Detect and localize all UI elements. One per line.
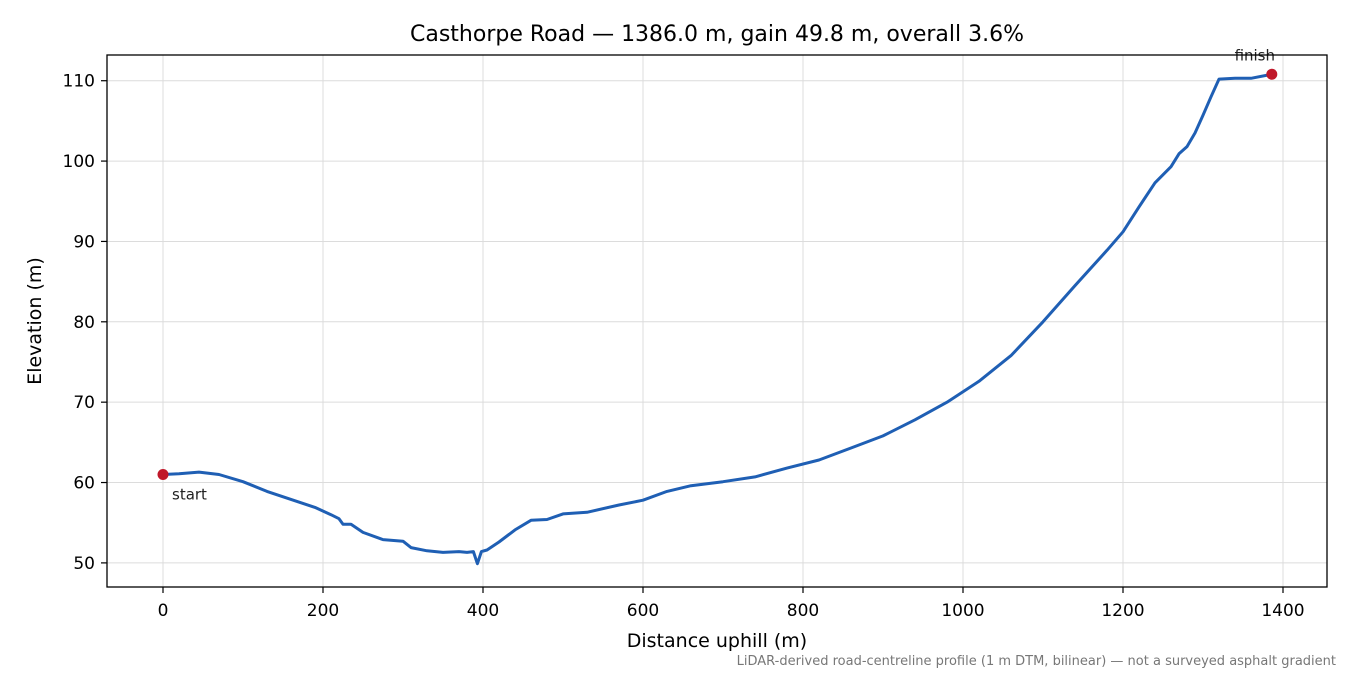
y-tick-label: 50 <box>73 554 95 574</box>
x-tick-label: 1000 <box>941 601 984 621</box>
footnote: LiDAR-derived road-centreline profile (1… <box>737 654 1336 669</box>
chart-title: Casthorpe Road — 1386.0 m, gain 49.8 m, … <box>410 22 1024 47</box>
axis-ticks: 0 200 400 600 800 1000 1200 1400 50 60 70 80 90 100 11… <box>63 72 1305 621</box>
y-tick-label: 100 <box>63 152 95 172</box>
x-axis-label: Distance uphill (m) <box>627 630 807 652</box>
x-tick-label: 800 <box>787 601 819 621</box>
elevation-line <box>161 72 1274 566</box>
x-tick-label: 600 <box>627 601 659 621</box>
x-tick-label: 1200 <box>1101 601 1144 621</box>
y-tick-label: 90 <box>73 232 95 252</box>
x-tick-label: 200 <box>307 601 339 621</box>
y-axis-label: Elevation (m) <box>24 257 46 385</box>
y-tick-label: 80 <box>73 313 95 333</box>
plot-frame <box>106 54 1328 588</box>
start-label: start <box>172 485 207 503</box>
y-tick-label: 70 <box>73 393 95 413</box>
y-tick-label: 110 <box>63 72 95 92</box>
y-tick-label: 60 <box>73 474 95 494</box>
start-marker <box>157 468 169 480</box>
x-tick-label: 0 <box>158 601 169 621</box>
x-tick-label: 1400 <box>1261 601 1304 621</box>
x-tick-label: 400 <box>467 601 499 621</box>
finish-marker <box>1266 68 1278 80</box>
grid-lines <box>107 55 1327 587</box>
